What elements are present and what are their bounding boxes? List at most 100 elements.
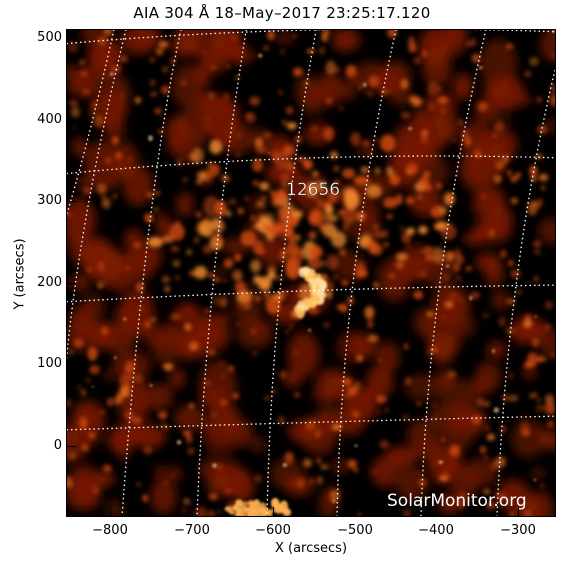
- x-tick-label: −700: [174, 523, 210, 538]
- emission-blob: [355, 268, 368, 278]
- emission-blob: [427, 403, 460, 436]
- emission-blob: [280, 371, 287, 379]
- emission-blob: [386, 169, 395, 177]
- grid-line: [336, 30, 397, 516]
- emission-blob: [203, 51, 207, 54]
- emission-blob: [67, 451, 77, 461]
- emission-blob: [244, 112, 254, 120]
- emission-blob: [310, 418, 316, 422]
- emission-blob: [124, 266, 131, 270]
- emission-blob: [260, 195, 268, 201]
- emission-blob: [317, 402, 338, 428]
- emission-blob: [502, 154, 509, 164]
- emission-blob: [164, 286, 171, 292]
- emission-blob: [114, 396, 123, 405]
- emission-blob: [341, 84, 357, 100]
- emission-blob: [278, 90, 283, 95]
- emission-blob: [549, 94, 555, 107]
- emission-blob: [326, 254, 339, 270]
- emission-blob: [91, 101, 98, 108]
- emission-blob: [345, 394, 349, 398]
- emission-blob: [161, 85, 169, 95]
- emission-blob: [493, 407, 500, 413]
- emission-blob: [265, 296, 282, 314]
- emission-blob: [249, 96, 260, 106]
- emission-blob: [471, 415, 482, 425]
- emission-blob: [312, 289, 317, 294]
- emission-blob: [347, 459, 358, 469]
- emission-blob: [353, 381, 361, 390]
- emission-blob: [549, 83, 555, 94]
- emission-blob: [220, 374, 225, 378]
- emission-blob: [469, 296, 473, 301]
- emission-blob: [437, 96, 449, 104]
- emission-blob: [259, 182, 270, 191]
- emission-blob: [308, 328, 312, 332]
- emission-blob: [104, 157, 112, 164]
- emission-blob: [77, 384, 82, 390]
- emission-blob: [368, 75, 380, 88]
- emission-blob: [406, 170, 412, 176]
- emission-blob: [252, 180, 259, 187]
- emission-blob: [397, 135, 427, 173]
- image-title: AIA 304 Å 18–May–2017 23:25:17.120: [133, 4, 431, 22]
- emission-blob: [152, 336, 180, 365]
- emission-blob: [544, 401, 555, 415]
- emission-blob: [547, 419, 555, 428]
- emission-blob: [292, 67, 303, 77]
- emission-blob: [345, 64, 357, 78]
- emission-blob: [258, 53, 263, 58]
- emission-blob: [103, 114, 125, 141]
- emission-blob: [505, 327, 516, 334]
- emission-blob: [331, 30, 360, 52]
- emission-blob: [138, 306, 145, 311]
- emission-blob: [450, 291, 457, 300]
- emission-blob: [523, 319, 532, 328]
- emission-blob: [149, 384, 153, 387]
- emission-blob: [199, 47, 229, 75]
- emission-blob: [156, 49, 164, 55]
- emission-blob: [419, 249, 424, 254]
- emission-blob: [302, 159, 313, 170]
- emission-blob: [248, 504, 253, 510]
- emission-blob: [510, 175, 518, 183]
- emission-blob: [199, 360, 237, 413]
- emission-blob: [241, 240, 247, 244]
- emission-blob: [329, 214, 338, 222]
- emission-blob: [256, 201, 265, 207]
- emission-blob: [417, 195, 423, 199]
- emission-blob: [100, 410, 104, 414]
- emission-blob: [189, 341, 199, 352]
- chromosphere-emission-network: [67, 30, 555, 516]
- emission-blob: [332, 499, 336, 503]
- emission-blob: [258, 276, 272, 291]
- emission-blob: [364, 306, 375, 320]
- emission-blob: [400, 226, 405, 231]
- emission-blob: [258, 508, 268, 516]
- emission-blob: [162, 362, 174, 371]
- emission-blob: [440, 108, 446, 113]
- emission-blob: [427, 81, 439, 96]
- emission-blob: [314, 180, 327, 191]
- emission-blob: [285, 106, 294, 115]
- emission-blob: [533, 478, 537, 482]
- emission-blob: [471, 53, 481, 63]
- emission-blob: [224, 506, 233, 512]
- emission-blob: [234, 511, 242, 516]
- emission-blob: [298, 267, 308, 273]
- emission-blob: [486, 500, 496, 510]
- emission-blob: [458, 491, 467, 501]
- emission-blob: [400, 78, 409, 90]
- emission-blob: [365, 184, 382, 198]
- emission-blob: [474, 253, 502, 271]
- emission-blob: [535, 404, 545, 412]
- emission-blob: [170, 57, 177, 65]
- emission-blob: [73, 272, 89, 293]
- emission-blob: [81, 443, 89, 452]
- emission-blob: [365, 91, 369, 95]
- emission-blob: [431, 247, 445, 264]
- emission-blob: [119, 373, 130, 387]
- emission-blob: [220, 41, 247, 58]
- emission-blob: [143, 445, 153, 455]
- emission-blob: [103, 280, 108, 286]
